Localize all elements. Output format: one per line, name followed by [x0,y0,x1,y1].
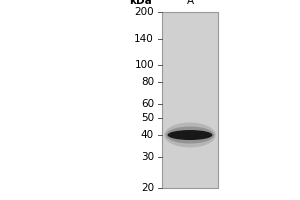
Text: 30: 30 [141,152,154,162]
Ellipse shape [168,130,212,140]
Bar [162,12,218,188]
Ellipse shape [164,123,216,148]
Text: 60: 60 [141,99,154,109]
Text: A: A [186,0,194,6]
Text: 20: 20 [141,183,154,193]
Text: 80: 80 [141,77,154,87]
Text: 140: 140 [134,34,154,44]
Text: 40: 40 [141,130,154,140]
Text: 100: 100 [134,60,154,70]
Text: 50: 50 [141,113,154,123]
Ellipse shape [166,127,214,144]
Text: kDa: kDa [129,0,152,6]
Text: 200: 200 [134,7,154,17]
